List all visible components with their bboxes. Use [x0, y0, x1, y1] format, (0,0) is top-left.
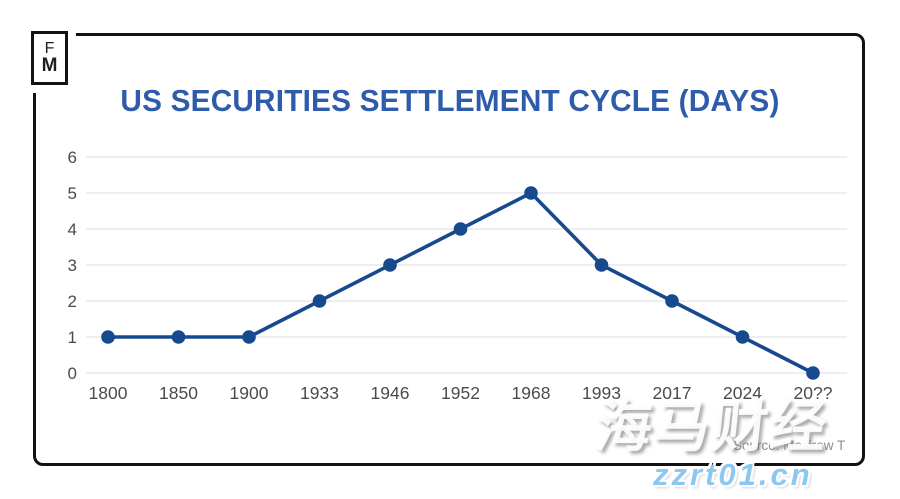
x-tick-label: 20?? — [794, 383, 833, 403]
chart-title: US SECURITIES SETTLEMENT CYCLE (DAYS) — [120, 83, 780, 118]
fm-logo: F M — [31, 31, 68, 85]
data-point — [383, 258, 397, 272]
y-tick-label: 2 — [68, 292, 77, 311]
x-tick-label: 1952 — [441, 383, 480, 403]
chart-card — [33, 33, 865, 466]
x-tick-label: 1933 — [300, 383, 339, 403]
watermark-domain-text: zzrt01.cn — [653, 457, 813, 492]
data-point — [242, 330, 256, 344]
data-point — [594, 258, 609, 272]
fm-logo-letter-f: F — [44, 40, 55, 58]
y-tick-label: 4 — [68, 220, 77, 239]
x-tick-label: 1800 — [89, 383, 128, 403]
data-point — [453, 222, 468, 236]
data-point — [171, 330, 186, 344]
data-point — [665, 294, 679, 308]
y-tick-label: 0 — [68, 364, 77, 383]
x-tick-label: 2024 — [723, 383, 762, 403]
y-tick-label: 6 — [68, 148, 77, 167]
x-tick-label: 1946 — [371, 383, 410, 403]
data-point — [101, 330, 115, 344]
data-point — [312, 294, 327, 308]
y-tick-label: 3 — [68, 256, 77, 275]
trend-line — [106, 191, 815, 375]
data-point — [735, 330, 750, 344]
fm-logo-letter-m: M — [41, 54, 58, 76]
x-tick-label: 1993 — [582, 383, 621, 403]
watermark-cjk-text: 海马财经 — [592, 395, 832, 458]
y-tick-label: 1 — [68, 328, 77, 347]
x-tick-label: 1850 — [159, 383, 198, 403]
x-tick-label: 1968 — [512, 383, 551, 403]
source-note: Source: Mesirow T — [733, 438, 846, 453]
x-tick-label: 1900 — [230, 383, 269, 403]
x-tick-label: 2017 — [653, 383, 692, 403]
data-point — [524, 186, 538, 200]
data-point — [806, 366, 820, 380]
y-tick-label: 5 — [68, 184, 77, 203]
